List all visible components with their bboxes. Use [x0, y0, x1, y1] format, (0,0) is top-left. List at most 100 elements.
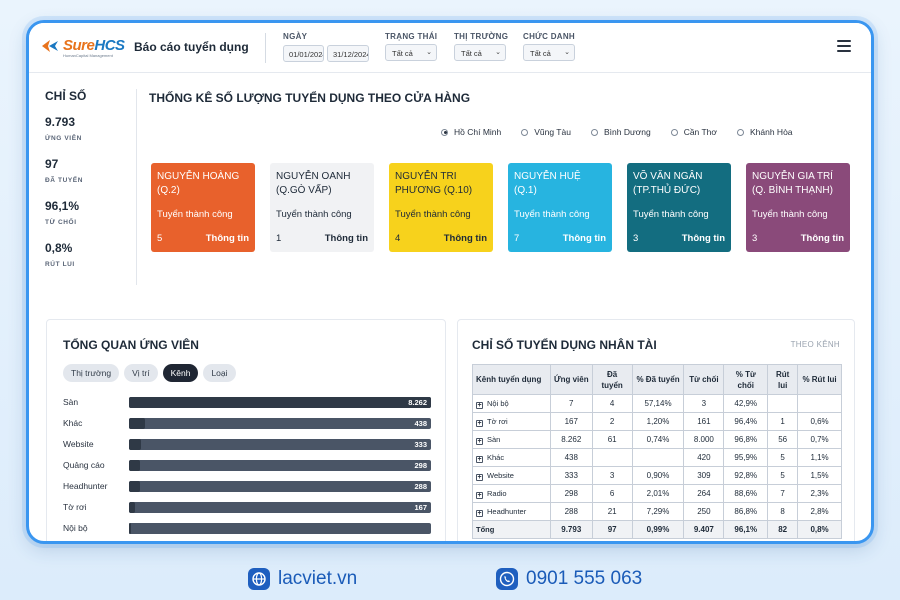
bar-label: Website [63, 439, 94, 449]
table-cell: 7 [767, 484, 799, 503]
table-row[interactable]: + Khác 438 420 95,9% 5 1,1% [472, 448, 842, 467]
date-from-input[interactable]: 01/01/2024 [283, 45, 324, 62]
region-option-vung-tau[interactable]: Vũng Tàu [521, 127, 571, 137]
store-card[interactable]: NGUYỄN HOÀNG (Q.2) Tuyển thành công 5 Thô… [151, 163, 255, 252]
expand-plus-icon[interactable]: + [476, 401, 483, 409]
bar[interactable] [129, 523, 131, 534]
bar[interactable] [129, 439, 142, 450]
store-card-info-link[interactable]: Thông tin [681, 233, 725, 244]
bar-label: Headhunter [63, 481, 108, 491]
expand-plus-icon[interactable]: + [476, 437, 483, 445]
table-cell: 1,5% [797, 466, 842, 485]
chip-type[interactable]: Loại [203, 364, 236, 382]
radio-icon [736, 128, 744, 136]
table-cell: 167 [549, 412, 593, 431]
store-card-status: Tuyển thành công [752, 209, 828, 220]
table-cell: 21 [591, 502, 633, 521]
store-card[interactable]: NGUYỄN TRI PHƯƠNG (Q.10) Tuyển thành côn… [389, 163, 493, 252]
chip-market[interactable]: Thị trường [63, 364, 120, 382]
bar[interactable] [129, 397, 431, 408]
menu-icon[interactable] [837, 40, 851, 52]
chip-channel[interactable]: Kênh [162, 364, 199, 382]
region-label: Bình Dương [603, 127, 651, 137]
expand-plus-icon[interactable]: + [476, 419, 483, 427]
col-candidates[interactable]: Ứng viên [549, 364, 593, 395]
table-cell: 96,4% [723, 412, 769, 431]
table-cell: 56 [767, 430, 799, 449]
bar[interactable] [129, 460, 140, 471]
store-card-info-link[interactable]: Thông tin [205, 233, 249, 244]
kpi-candidates-label: ỨNG VIÊN [45, 135, 82, 142]
col-withdrawn-pct[interactable]: % Rút lui [797, 364, 842, 395]
kpi-withdrawn-label: RÚT LUI [45, 261, 75, 268]
store-card-info-link[interactable]: Thông tin [800, 233, 844, 244]
table-cell: 0,6% [797, 412, 842, 431]
table-row[interactable]: + Website 333 3 0,90% 309 92,8% 5 1,5% [472, 466, 842, 485]
bar[interactable] [129, 418, 145, 429]
col-rejected[interactable]: Từ chối [683, 364, 725, 395]
date-to-input[interactable]: 31/12/2024 [327, 45, 369, 62]
store-card-info-link[interactable]: Thông tin [324, 233, 368, 244]
region-option-binh-duong[interactable]: Bình Dương [590, 127, 651, 137]
logo[interactable]: SureHCS HumanCapital Management [41, 37, 125, 61]
talent-subtitle[interactable]: THEO KÊNH [790, 340, 840, 349]
logo-subtitle: HumanCapital Management [63, 53, 113, 58]
footer-website[interactable]: lacviet.vn [248, 568, 357, 590]
logo-mark-icon [42, 40, 58, 52]
market-select[interactable]: Tất cả ⌄ [454, 44, 506, 61]
store-card[interactable]: VÕ VĂN NGÂN (TP.THỦ ĐỨC) Tuyển thành côn… [627, 163, 731, 252]
table-row[interactable]: + Radio 298 6 2,01% 264 88,6% 7 2,3% [472, 484, 842, 503]
table-cell: 9.793 [549, 520, 593, 539]
expand-plus-icon[interactable]: + [476, 473, 483, 481]
table-row[interactable]: + Nội bộ 7 4 57,14% 3 42,9% [472, 394, 842, 413]
header-divider [265, 33, 266, 63]
table-cell: 92,8% [723, 466, 769, 485]
region-option-can-tho[interactable]: Cần Thơ [670, 127, 717, 137]
table-cell: 8.262 [549, 430, 593, 449]
store-card[interactable]: NGUYỄN GIA TRÍ (Q. BÌNH THẠNH) Tuyển thà… [746, 163, 850, 252]
app-window: SureHCS HumanCapital Management Báo cáo … [26, 20, 874, 544]
col-rejected-pct[interactable]: % Từ chối [723, 364, 769, 395]
table-cell: 288 [549, 502, 593, 521]
globe-icon [248, 568, 270, 590]
store-card[interactable]: NGUYỄN HUỆ (Q.1) Tuyển thành công 7 Thông… [508, 163, 612, 252]
status-select[interactable]: Tất cả ⌄ [385, 44, 437, 61]
table-cell: 8.000 [683, 430, 725, 449]
table-row[interactable]: + Tờ rơi 167 2 1,20% 161 96,4% 1 0,6% [472, 412, 842, 431]
talent-table: Kênh tuyển dụng Ứng viên Đã tuyển % Đã t… [472, 364, 842, 539]
table-cell [631, 448, 685, 467]
bar-row: Quảng cáo 298 [63, 459, 431, 473]
region-option-khanh-hoa[interactable]: Khánh Hòa [736, 127, 793, 137]
table-row[interactable]: + Sàn 8.262 61 0,74% 8.000 96,8% 56 0,7% [472, 430, 842, 449]
header: SureHCS HumanCapital Management Báo cáo … [29, 23, 871, 73]
expand-plus-icon[interactable]: + [476, 509, 483, 517]
bar[interactable] [129, 502, 136, 513]
table-cell: 333 [549, 466, 593, 485]
region-option-ho-chi-minh[interactable]: Hồ Chí Minh [441, 127, 501, 137]
date-filter-label: NGÀY [283, 32, 308, 41]
job-title-select[interactable]: Tất cả ⌄ [523, 44, 575, 61]
radio-icon [521, 128, 529, 136]
expand-plus-icon[interactable]: + [476, 491, 483, 499]
col-hired-pct[interactable]: % Đã tuyển [631, 364, 685, 395]
bar[interactable] [129, 481, 140, 492]
store-card-info-link[interactable]: Thông tin [443, 233, 487, 244]
store-card-name: NGUYỄN HUỆ (Q.1) [514, 171, 581, 196]
store-card-info-link[interactable]: Thông tin [562, 233, 606, 244]
store-card-count: 3 [633, 233, 639, 244]
radio-selected-icon [441, 128, 448, 136]
table-row[interactable]: + Headhunter 288 21 7,29% 250 86,8% 8 2,8% [472, 502, 842, 521]
job-title-filter-label: CHỨC DANH [523, 32, 576, 41]
footer-phone[interactable]: 0901 555 063 [496, 568, 642, 590]
expand-plus-icon[interactable]: + [476, 455, 483, 463]
bar-value-label: 8.262 [408, 398, 427, 407]
col-withdrawn[interactable]: Rút lui [767, 364, 799, 395]
bar-label: Khác [63, 418, 83, 428]
bar-track: 167 [129, 502, 431, 513]
store-card[interactable]: NGUYỄN OANH (Q.GÒ VẤP) Tuyển thành công … [270, 163, 374, 252]
chip-position[interactable]: Vị trí [124, 364, 158, 382]
col-channel[interactable]: Kênh tuyển dụng [472, 364, 551, 395]
table-cell-channel: + Radio [472, 484, 551, 503]
col-hired[interactable]: Đã tuyển [591, 364, 633, 395]
overview-filter-chips: Thị trường Vị trí Kênh Loại [63, 364, 236, 382]
